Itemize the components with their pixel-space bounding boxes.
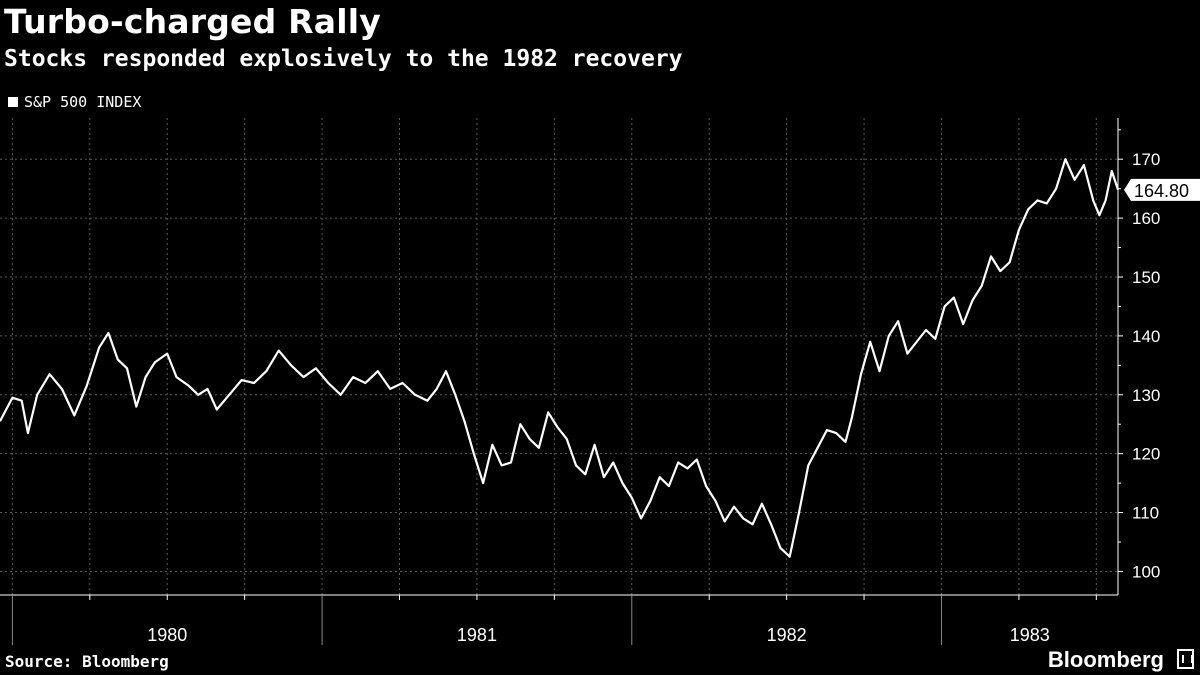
y-axis: 100 110 120 130 140 150 160 170 bbox=[1117, 118, 1160, 595]
y-tick-label: 100 bbox=[1132, 562, 1160, 581]
y-tick-label: 140 bbox=[1132, 327, 1160, 346]
x-axis: 1980 1981 1982 1983 bbox=[0, 594, 1118, 645]
x-tick-label: 1980 bbox=[147, 625, 187, 645]
brand-logo: Bloomberg bbox=[1047, 647, 1164, 672]
source-note: Source: Bloomberg bbox=[5, 652, 169, 671]
x-tick-label: 1982 bbox=[767, 625, 807, 645]
chart-subtitle: Stocks responded explosively to the 1982… bbox=[4, 46, 683, 72]
brand-mark-icon bbox=[1177, 649, 1194, 669]
x-tick-label: 1981 bbox=[457, 625, 497, 645]
y-tick-label: 150 bbox=[1132, 268, 1160, 287]
x-tick-label: 1983 bbox=[1010, 625, 1050, 645]
series-line bbox=[0, 158, 1120, 558]
y-tick-label: 170 bbox=[1132, 150, 1160, 169]
y-tick-label: 160 bbox=[1132, 209, 1160, 228]
y-tick-label: 120 bbox=[1132, 445, 1160, 464]
last-value-label: 164.80 bbox=[1124, 178, 1200, 201]
legend-label: S&P 500 INDEX bbox=[24, 93, 142, 111]
chart-title: Turbo-charged Rally bbox=[4, 2, 381, 41]
y-tick-label: 110 bbox=[1132, 504, 1159, 523]
legend: S&P 500 INDEX bbox=[8, 93, 141, 111]
legend-swatch bbox=[8, 97, 18, 107]
last-value-flag bbox=[1124, 178, 1200, 201]
last-value-text: 164.80 bbox=[1134, 181, 1189, 201]
y-tick-label: 130 bbox=[1132, 386, 1160, 405]
